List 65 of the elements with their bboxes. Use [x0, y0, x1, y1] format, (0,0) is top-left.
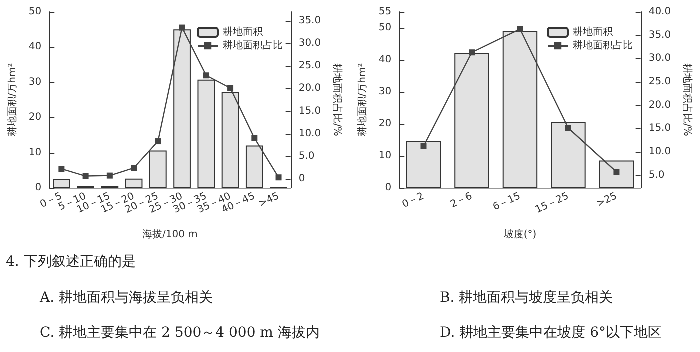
x-tick-label: >45 [257, 191, 282, 210]
y-tick-label: 50 [28, 6, 42, 18]
point [58, 166, 65, 172]
point [203, 72, 210, 79]
x-axis-title: 坡度(°) [502, 228, 537, 240]
legend-label: 耕地面积占比 [573, 40, 633, 52]
y2-tick-label: 10.0 [298, 128, 322, 140]
text: D. 耕地主要集中在坡度 6°以下地区 [439, 324, 663, 344]
y-tick-label: 20 [28, 112, 42, 124]
y2-tick-label: 25.0 [648, 76, 672, 88]
point [420, 143, 427, 150]
point [614, 169, 620, 176]
y2-tick-label: 30.0 [298, 38, 322, 50]
y-tick-label: 55 [378, 6, 392, 18]
y-axis-title: 耕地面积/万hm² [356, 63, 368, 137]
y2-tick-label: 10.0 [648, 146, 672, 158]
point [131, 165, 138, 172]
point [252, 135, 258, 142]
x-tick-label: 2－6 [449, 191, 474, 211]
y-tick-label: 40 [28, 42, 42, 53]
text: B. 耕地面积与坡度呈负相关 [439, 288, 614, 308]
point [228, 85, 234, 92]
legend-label: 耕地面积 [573, 26, 613, 38]
y2-tick-label: 30.0 [648, 53, 672, 64]
y2-tick-label: 15.0 [648, 123, 672, 134]
y2-tick-label: 5.0 [298, 150, 315, 162]
point [155, 138, 162, 145]
point [106, 172, 113, 179]
text: A. 耕地面积与海拔呈负相关 [38, 288, 214, 308]
y2-tick-label: 20.0 [298, 83, 322, 94]
legend-label: 耕地面积 [223, 26, 263, 38]
y2-tick-label: 0 [298, 173, 306, 184]
y2-tick-label: 35.0 [648, 30, 672, 41]
y-axis-title: 耕地面积/万hm² [6, 63, 18, 137]
y2-tick-label: 25.0 [298, 60, 322, 72]
point [179, 24, 186, 31]
y-tick-label: 50 [378, 22, 392, 34]
point [517, 26, 524, 32]
text: 4. 下列叙述正确的是 [5, 253, 137, 272]
text: C. 耕地主要集中在 2 500～4 000 m 海拔内 [39, 324, 321, 344]
x-tick-label: 15－25 [534, 191, 571, 216]
x-tick-label: 6－15 [492, 191, 523, 214]
y-tick-label: 10 [28, 147, 42, 158]
y2-axis-title: 耕地面积占比/% [682, 64, 694, 136]
y2-axis-title: 耕地面积占比/% [332, 64, 344, 136]
y-tick-label: 0 [35, 182, 42, 194]
y-tick-label: 0 [385, 182, 392, 194]
legend-label: 耕地面积占比 [223, 40, 283, 52]
point [565, 125, 572, 132]
y-tick-label: 10 [378, 150, 392, 162]
y2-tick-label: 40.0 [648, 6, 672, 18]
y-tick-label: 40 [378, 54, 392, 66]
point [276, 174, 282, 181]
y2-tick-label: 5.0 [648, 170, 665, 181]
y-tick-label: 30 [378, 86, 392, 98]
x-axis-title: 海拔/100 m [142, 228, 198, 240]
y-tick-label: 20 [378, 118, 392, 130]
x-tick-label: 0－2 [400, 191, 426, 211]
y2-tick-label: 20.0 [648, 100, 672, 111]
y2-tick-label: 15.0 [298, 106, 322, 117]
y-tick-label: 30 [28, 76, 42, 88]
point [82, 173, 89, 180]
y2-tick-label: 35.0 [298, 16, 322, 27]
x-tick-label: >25 [595, 191, 620, 210]
point [468, 50, 475, 56]
